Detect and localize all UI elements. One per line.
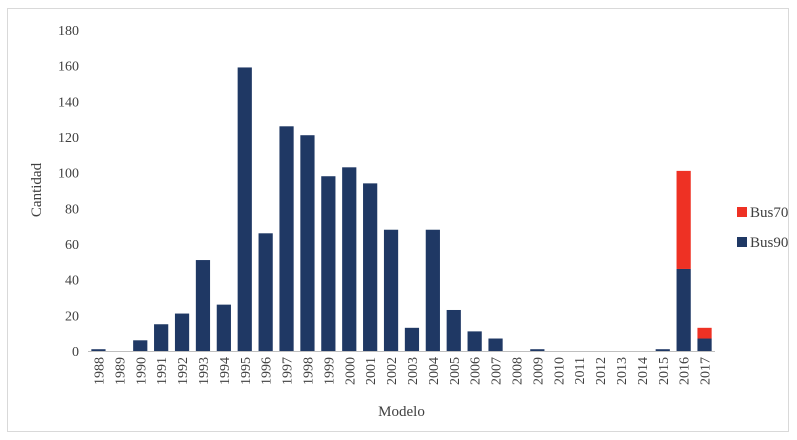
bar-bus90-2009 [530,349,544,351]
legend-swatch-bus90 [737,237,747,247]
bar-bus90-1998 [300,135,314,351]
x-tick-label: 2001 [364,357,379,385]
bar-bus90-2015 [656,349,670,351]
legend: Bus70 Bus90 [737,205,788,251]
x-axis-title: Modelo [378,404,425,420]
x-tick-label: 1998 [301,357,316,385]
x-tick-label: 1991 [155,357,170,385]
bar-bus90-1992 [175,314,189,351]
x-tick-label: 2014 [636,357,651,385]
x-tick-label: 1993 [197,357,212,385]
x-tick-label: 2007 [490,357,505,385]
bar-bus90-2005 [447,310,461,351]
bar-bus90-1996 [259,233,273,351]
bar-bus90-2003 [405,328,419,351]
x-tick-label: 2009 [531,357,546,385]
bar-bus90-1993 [196,260,210,351]
x-tick-label: 2012 [594,357,609,385]
bar-bus90-2007 [488,339,502,351]
bar-bus90-2006 [468,331,482,351]
bar-bus90-1988 [91,349,105,351]
x-tick-label: 2000 [343,357,358,385]
bar-bus90-2001 [363,183,377,351]
x-tick-label: 2011 [573,357,588,384]
x-tick-label: 2006 [469,357,484,385]
x-tick-label: 1992 [176,357,191,385]
bar-bus90-1991 [154,324,168,351]
x-tick-label: 1994 [218,357,233,385]
x-tick-label: 1989 [113,357,128,385]
x-axis-ticks: 1988 1989 1990 1991 1992 1993 1994 1995 1996 1997… [92,357,713,385]
y-tick-label: 140 [58,95,79,110]
x-tick-label: 1988 [92,357,107,385]
x-tick-label: 1990 [134,357,149,385]
bar-bus90-1997 [279,126,293,351]
x-tick-label: 2015 [657,357,672,385]
bar-bus90-2004 [426,230,440,351]
bar-bus90-2017 [697,339,711,351]
x-tick-label: 1996 [260,357,275,385]
x-tick-label: 2003 [406,357,421,385]
x-tick-label: 1995 [239,357,254,385]
y-axis-ticks: 0 20 40 60 80 100 120 140 160 180 [58,24,79,360]
bar-bus70-2016 [677,171,691,269]
bar-bus90-2002 [384,230,398,351]
bar-bus90-1999 [321,176,335,351]
y-tick-label: 180 [58,24,79,39]
x-tick-label: 2013 [615,357,630,385]
y-tick-label: 100 [58,167,79,182]
legend-label-bus90: Bus90 [750,235,788,251]
x-tick-label: 2008 [510,357,525,385]
y-tick-label: 40 [65,274,79,289]
bar-bus90-1990 [133,340,147,351]
x-tick-label: 2017 [699,357,714,385]
x-tick-label: 2002 [385,357,400,385]
legend-label-bus70: Bus70 [750,205,788,221]
bar-bus90-2000 [342,167,356,351]
x-tick-label: 2010 [552,357,567,385]
y-tick-label: 120 [58,131,79,146]
bar-bus90-2016 [677,269,691,351]
bars [91,67,711,351]
y-axis-title: Cantidad [29,162,45,217]
x-tick-label: 2016 [678,357,693,385]
y-tick-label: 0 [72,345,79,360]
bar-bus90-1995 [238,67,252,351]
bar-bus70-2017 [697,328,711,339]
x-tick-label: 1999 [322,357,337,385]
legend-swatch-bus70 [737,207,747,217]
x-tick-label: 1997 [281,357,296,385]
y-tick-label: 160 [58,60,79,75]
y-tick-label: 80 [65,202,79,217]
x-tick-label: 2005 [448,357,463,385]
x-tick-label: 2004 [427,357,442,385]
bar-bus90-1994 [217,305,231,351]
y-tick-label: 60 [65,238,79,253]
y-tick-label: 20 [65,309,79,324]
